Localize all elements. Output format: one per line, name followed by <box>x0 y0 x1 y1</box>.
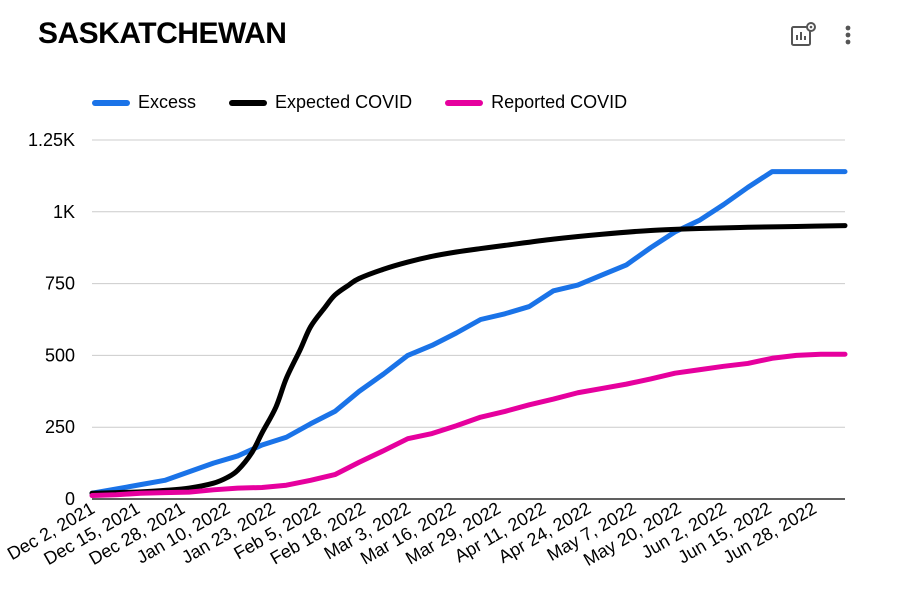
y-tick-label: 500 <box>45 345 75 365</box>
series-line-excess[interactable] <box>89 169 848 496</box>
legend-item-reported-covid[interactable]: Reported COVID <box>445 92 627 113</box>
y-tick-label: 750 <box>45 274 75 294</box>
series-line-reported-covid[interactable] <box>89 351 848 499</box>
legend-swatch-expected-covid <box>229 99 268 106</box>
chart-legend: Excess Expected COVID Reported COVID <box>92 92 660 113</box>
legend-label-excess: Excess <box>138 92 197 112</box>
legend-label-expected-covid: Expected COVID <box>275 92 413 112</box>
y-tick-label: 1.25K <box>28 130 75 150</box>
chart-settings-icon[interactable] <box>788 20 818 50</box>
y-tick-label: 1K <box>53 202 75 222</box>
y-tick-label: 0 <box>65 489 75 509</box>
legend-label-reported-covid: Reported COVID <box>491 92 628 112</box>
chart-title: SASKATCHEWAN <box>38 17 287 50</box>
legend-item-excess[interactable]: Excess <box>92 92 196 113</box>
more-vert-icon[interactable] <box>834 20 864 50</box>
legend-swatch-excess <box>92 99 130 106</box>
series-line-expected-covid[interactable] <box>89 223 848 496</box>
y-tick-label: 250 <box>45 417 75 437</box>
legend-swatch-reported-covid <box>445 99 484 106</box>
legend-item-expected-covid[interactable]: Expected COVID <box>229 92 412 113</box>
